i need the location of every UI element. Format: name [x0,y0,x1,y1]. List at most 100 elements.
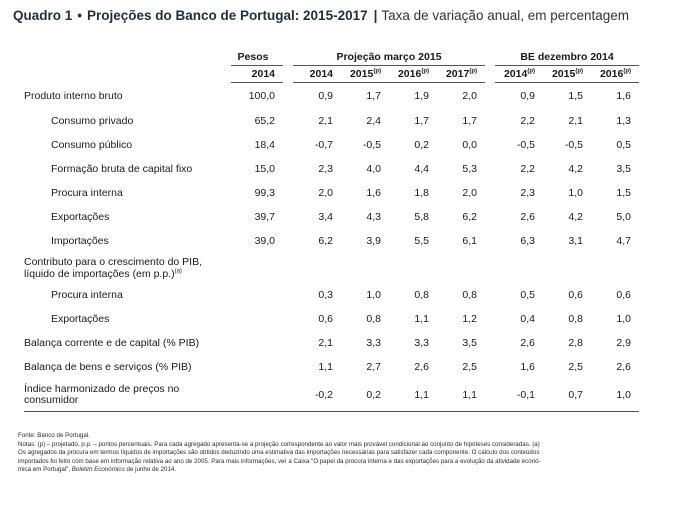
value-cell: 1,1 [437,379,485,412]
value-cell: 1,6 [616,90,631,102]
value-cell: 1,9 [414,90,429,102]
value-cell: -0,7 [314,139,333,151]
value-cell: 2,6 [520,211,535,223]
value-cell: 2,1 [568,115,583,127]
value-cell: 1,1 [318,361,333,373]
value-cell: 3,5 [462,337,477,349]
value-cell: 4,4 [414,163,429,175]
header-year: 2017(p) [437,65,485,83]
value-cell: 3,5 [616,163,631,175]
value-cell: 2,4 [366,115,381,127]
row-label: Exportações [51,313,110,325]
value-cell: 6,1 [462,235,477,247]
row-label: Índice harmonizado de preços no consumid… [24,379,231,412]
gap-cell [485,355,495,379]
gap-cell [485,253,495,283]
value-cell [341,253,389,283]
value-cell: 2,6 [616,361,631,373]
header-gap [283,66,293,83]
weight-cell: 15,0 [254,163,275,175]
header-year: 2014 [231,65,283,83]
row-label: Consumo público [51,139,133,151]
header-gap [485,66,495,83]
title-subtitle: Taxa de variação anual, em percentagem [381,8,630,23]
notes-line-1: Notas: (p) – projetado, p.p. – pontos pe… [18,440,540,448]
table-notes: Fonte: Banco de Portugal. Notas: (p) – p… [18,432,668,475]
gap-cell [485,379,495,412]
value-cell: 1,1 [414,313,429,325]
value-cell: 1,0 [366,289,381,301]
value-cell: 1,0 [568,187,583,199]
value-cell [495,253,543,283]
value-cell: 4,7 [616,235,631,247]
value-cell: 2,0 [462,187,477,199]
value-cell: 2,1 [318,115,333,127]
row-label: Procura interna [51,289,123,301]
value-cell: 2,9 [616,337,631,349]
value-cell [389,253,437,283]
value-cell: 2,3 [318,163,333,175]
value-cell: 1,7 [366,90,381,102]
gap-cell [283,157,293,181]
header-year: 2014 [293,65,341,83]
gap-cell [485,307,495,331]
row-label: Exportações [51,211,110,223]
value-cell: 3,3 [366,337,381,349]
value-cell: 2,6 [414,361,429,373]
value-cell: 6,2 [462,211,477,223]
table-row: Produto interno bruto 100,0 0,9 1,7 1,9 2,0 0,… [24,83,639,110]
value-cell: 0,9 [318,90,333,102]
gap-cell [283,379,293,412]
weight-cell [231,331,283,355]
weight-cell: 65,2 [254,115,275,127]
value-cell [543,253,591,283]
gap-cell [485,133,495,157]
value-cell: 4,2 [568,163,583,175]
value-cell: 2,5 [462,361,477,373]
value-cell: 0,2 [341,379,389,412]
header-pesos: Pesos [231,48,283,66]
value-cell: 0,8 [414,289,429,301]
value-cell: 1,7 [414,115,429,127]
gap-cell [485,331,495,355]
gap-cell [485,181,495,205]
title-label: Quadro 1 [13,8,73,23]
value-cell [437,253,485,283]
value-cell: 0,5 [616,139,631,151]
value-cell: 0,2 [414,139,429,151]
row-label: Importações [51,235,109,247]
value-cell: 1,1 [389,379,437,412]
value-cell: 2,3 [520,187,535,199]
value-cell: 1,8 [414,187,429,199]
value-cell: 0,3 [318,289,333,301]
value-cell: 5,8 [414,211,429,223]
weight-cell [231,283,283,307]
gap-cell [485,283,495,307]
value-cell: 2,1 [318,337,333,349]
value-cell [293,253,341,283]
row-label: Consumo privado [51,115,134,127]
value-cell: 0,7 [543,379,591,412]
gap-cell [283,355,293,379]
table-row: Exportações 39,7 3,4 4,3 5,8 6,2 2,6 4,2 5,0 [24,205,639,229]
value-cell: 4,0 [366,163,381,175]
weight-cell: 39,0 [254,235,275,247]
projections-table: Pesos Projeção março 2015 BE dezembro 20… [24,48,639,412]
gap-cell [283,83,293,110]
value-cell: 0,0 [462,139,477,151]
notes-line-3: importados foi feito com base em informa… [18,457,541,465]
value-cell: 0,9 [520,90,535,102]
table-row: Procura interna 0,3 1,0 0,8 0,8 0,5 0,6 0,6 [24,283,639,307]
gap-cell [283,181,293,205]
header-gap [485,48,495,66]
header-row-years: 2014 2014 2015(p) 2016(p) 2017(p) 2014(p) 2015… [24,65,639,83]
gap-cell [283,109,293,133]
header-gap [283,48,293,66]
gap-cell [485,229,495,253]
gap-cell [283,229,293,253]
value-cell: 0,8 [568,313,583,325]
table-row: Procura interna 99,3 2,0 1,6 1,8 2,0 2,3 1,0 1,5 [24,181,639,205]
gap-cell [485,205,495,229]
value-cell: 2,6 [520,337,535,349]
row-label: Formação bruta de capital fixo [51,163,193,175]
